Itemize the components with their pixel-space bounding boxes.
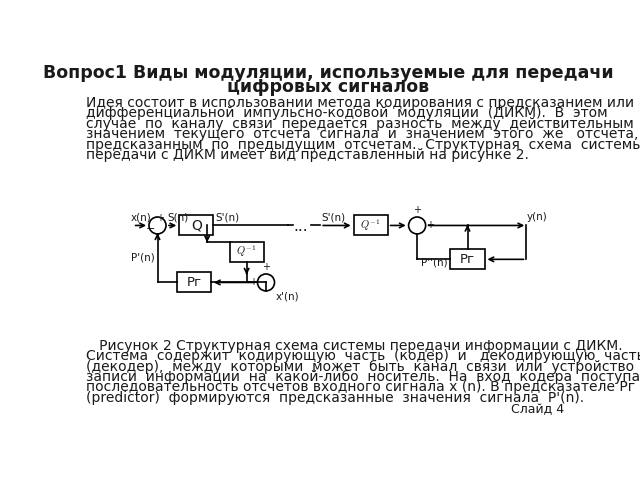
Text: дифференциальной  импульсно-кодовой  модуляции  (ДИКМ).  В  этом: дифференциальной импульсно-кодовой модул… <box>86 107 608 120</box>
Text: Система  содержит  кодирующую  часть  (кодер)  и   декодирующую  часть: Система содержит кодирующую часть (кодер… <box>86 349 640 363</box>
FancyBboxPatch shape <box>353 216 388 236</box>
Text: Идея состоит в использовании метода кодирования с предсказанием или: Идея состоит в использовании метода коди… <box>86 96 634 110</box>
Text: записи  информации  на  какой-либо  носитель.  На  вход  кодера  поступает: записи информации на какой-либо носитель… <box>86 370 640 384</box>
Text: Рг: Рг <box>460 253 475 266</box>
Circle shape <box>257 274 275 291</box>
Text: −: − <box>146 224 156 234</box>
Text: S'(n): S'(n) <box>216 212 240 222</box>
Circle shape <box>408 217 426 234</box>
Text: цифровых сигналов: цифровых сигналов <box>227 78 429 96</box>
Text: x(n): x(n) <box>131 212 151 222</box>
FancyBboxPatch shape <box>230 241 264 262</box>
Text: S'(n): S'(n) <box>322 212 346 222</box>
Text: +: + <box>413 205 421 216</box>
Text: Рисунок 2 Структурная схема системы передачи информации с ДИКМ.: Рисунок 2 Структурная схема системы пере… <box>86 339 623 353</box>
Text: Рг: Рг <box>186 276 202 289</box>
FancyBboxPatch shape <box>451 249 484 269</box>
Text: y(n): y(n) <box>527 212 548 222</box>
FancyBboxPatch shape <box>179 216 213 236</box>
Text: +: + <box>156 213 164 223</box>
FancyBboxPatch shape <box>177 273 211 292</box>
Text: S(n): S(n) <box>168 212 189 222</box>
Text: (декодер),  между  которыми  может  быть  канал  связи  или  устройство: (декодер), между которыми может быть кан… <box>86 360 634 373</box>
Text: значением  текущего  отсчета  сигнала  и  значением  этого  же   отсчета,: значением текущего отсчета сигнала и зна… <box>86 127 639 141</box>
Text: случае  по  каналу  связи  передается  разность  между  действительным: случае по каналу связи передается разнос… <box>86 117 634 131</box>
Text: (predictor)  формируются  предсказанные  значения  сигнала  P'(n).: (predictor) формируются предсказанные зн… <box>86 391 584 405</box>
Text: +: + <box>426 220 435 230</box>
Text: P'(n): P'(n) <box>131 253 154 263</box>
Text: последовательность отсчетов входного сигнала x (n). В предсказателе Рг: последовательность отсчетов входного сиг… <box>86 380 636 394</box>
Text: Слайд 4: Слайд 4 <box>511 403 564 416</box>
Text: Вопрос1 Виды модуляции, используемые для передачи: Вопрос1 Виды модуляции, используемые для… <box>43 64 613 82</box>
Text: предсказанным  по  предыдущим  отсчетам.  Структурная  схема  системы: предсказанным по предыдущим отсчетам. Ст… <box>86 138 640 152</box>
Text: $Q^{-1}$: $Q^{-1}$ <box>236 244 257 259</box>
Text: $Q^{-1}$: $Q^{-1}$ <box>360 217 381 233</box>
Text: +: + <box>262 263 270 273</box>
Text: ...: ... <box>294 219 308 234</box>
Text: передачи с ДИКМ имеет вид представленный на рисунке 2.: передачи с ДИКМ имеет вид представленный… <box>86 148 529 162</box>
Text: Q: Q <box>191 218 202 232</box>
Text: +: + <box>249 277 257 288</box>
Circle shape <box>149 217 166 234</box>
Text: x'(n): x'(n) <box>275 292 299 302</box>
Text: P''(n): P''(n) <box>421 257 447 267</box>
